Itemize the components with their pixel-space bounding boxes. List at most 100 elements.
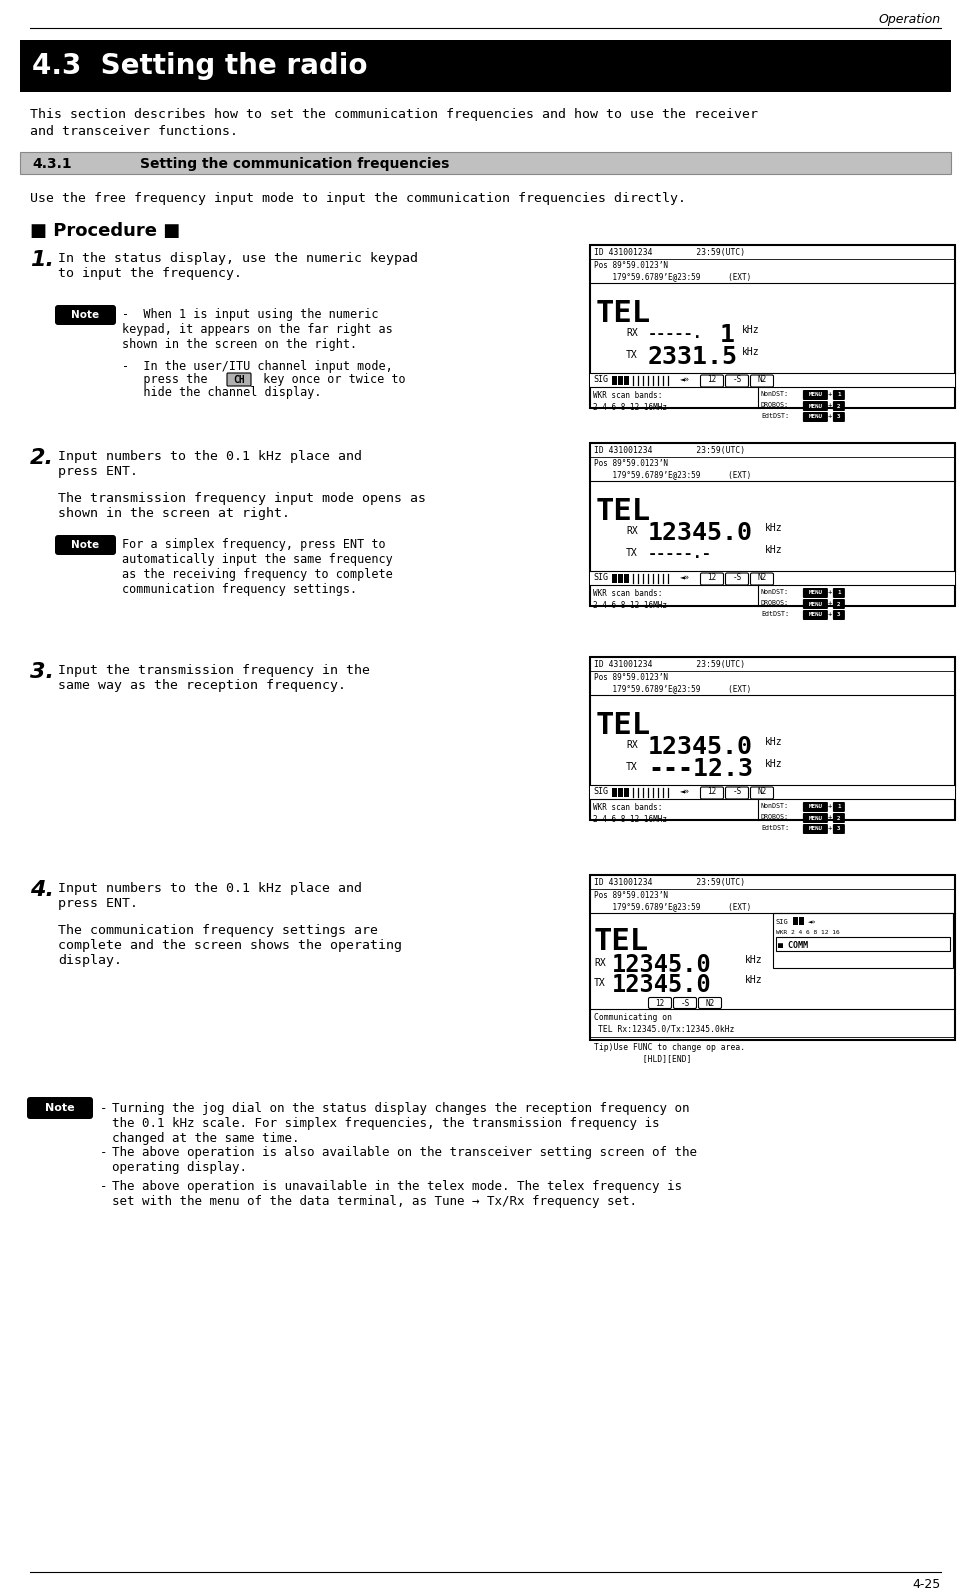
Text: -  In the user/ITU channel input mode,: - In the user/ITU channel input mode, — [122, 360, 392, 373]
Text: SIG: SIG — [593, 574, 608, 582]
FancyBboxPatch shape — [751, 375, 774, 388]
Text: 2 4 6 8 12 16MHz: 2 4 6 8 12 16MHz — [593, 600, 667, 609]
Bar — [590, 657, 955, 820]
FancyBboxPatch shape — [803, 391, 828, 400]
Text: ID 431001234         23:59(UTC): ID 431001234 23:59(UTC) — [594, 249, 745, 257]
Text: The above operation is unavailable in the telex mode. The telex frequency is
set: The above operation is unavailable in th… — [112, 1180, 682, 1207]
Text: +: + — [828, 825, 832, 831]
Text: MENU: MENU — [809, 601, 822, 606]
Text: 12345.0: 12345.0 — [612, 973, 712, 997]
Text: N2: N2 — [757, 788, 767, 796]
Text: kHz: kHz — [765, 545, 783, 555]
Bar — [20, 40, 951, 93]
Text: N2: N2 — [757, 574, 767, 582]
Text: N2: N2 — [705, 998, 715, 1008]
Text: ID 431001234         23:59(UTC): ID 431001234 23:59(UTC) — [594, 447, 745, 456]
Text: WKR scan bands:: WKR scan bands: — [593, 391, 662, 400]
Text: hide the channel display.: hide the channel display. — [122, 386, 321, 399]
Text: WKR 2 4 6 8 12 16: WKR 2 4 6 8 12 16 — [776, 930, 839, 936]
FancyBboxPatch shape — [55, 305, 116, 325]
Text: kHz: kHz — [765, 759, 783, 769]
Text: RX: RX — [626, 740, 638, 750]
Bar — [618, 574, 623, 584]
FancyBboxPatch shape — [803, 600, 828, 609]
Text: MENU: MENU — [809, 404, 822, 408]
Text: 4-25: 4-25 — [913, 1579, 941, 1592]
Text: Input the transmission frequency in the
same way as the reception frequency.: Input the transmission frequency in the … — [58, 664, 370, 692]
Text: +: + — [828, 391, 832, 397]
Text: 2: 2 — [837, 601, 841, 606]
Text: EdtDST:: EdtDST: — [761, 413, 788, 419]
Bar — [20, 152, 951, 174]
Text: 1: 1 — [837, 392, 841, 397]
Text: 3.: 3. — [30, 662, 54, 683]
Text: MENU: MENU — [809, 815, 822, 820]
Bar — [776, 936, 950, 951]
FancyBboxPatch shape — [803, 609, 828, 620]
Text: NonDST:: NonDST: — [761, 589, 788, 595]
Text: TX: TX — [626, 549, 638, 558]
Text: MENU: MENU — [809, 612, 822, 617]
FancyBboxPatch shape — [833, 813, 845, 823]
Text: 2: 2 — [837, 815, 841, 820]
Text: press the: press the — [122, 373, 208, 386]
Text: 12: 12 — [708, 788, 717, 796]
FancyBboxPatch shape — [803, 825, 828, 834]
Text: 12: 12 — [655, 998, 664, 1008]
Text: ID 431001234         23:59(UTC): ID 431001234 23:59(UTC) — [594, 660, 745, 670]
Text: Operation: Operation — [879, 13, 941, 27]
Bar — [612, 376, 617, 384]
Text: RX: RX — [626, 329, 638, 338]
Text: kHz: kHz — [765, 737, 783, 746]
FancyBboxPatch shape — [725, 375, 749, 388]
Text: This section describes how to set the communication frequencies and how to use t: This section describes how to set the co… — [30, 108, 758, 121]
Bar — [590, 373, 955, 388]
Text: 2: 2 — [837, 404, 841, 408]
Text: +: + — [828, 600, 832, 606]
Bar — [590, 785, 955, 799]
Text: +: + — [828, 813, 832, 820]
Text: Pos 89°59.0123’N: Pos 89°59.0123’N — [594, 458, 668, 467]
Text: Note: Note — [71, 309, 99, 321]
Bar — [612, 574, 617, 584]
FancyBboxPatch shape — [674, 997, 696, 1008]
FancyBboxPatch shape — [751, 786, 774, 799]
Text: 2331.5: 2331.5 — [648, 345, 738, 368]
Text: 1: 1 — [837, 804, 841, 810]
Text: MENU: MENU — [809, 392, 822, 397]
FancyBboxPatch shape — [698, 997, 721, 1008]
Text: 3: 3 — [837, 826, 841, 831]
Text: NonDST:: NonDST: — [761, 802, 788, 809]
Text: -: - — [100, 1145, 108, 1160]
Text: NonDST:: NonDST: — [761, 391, 788, 397]
Bar — [792, 917, 797, 925]
Text: 2 4 6 8 12 16MHz: 2 4 6 8 12 16MHz — [593, 402, 667, 412]
Text: TX: TX — [626, 762, 638, 772]
FancyBboxPatch shape — [55, 534, 116, 555]
Bar — [618, 376, 623, 384]
Text: TEL: TEL — [594, 927, 650, 955]
Text: -: - — [100, 1102, 108, 1115]
Bar — [624, 574, 629, 584]
Text: ◄»: ◄» — [808, 919, 816, 925]
Text: 1: 1 — [837, 590, 841, 595]
FancyBboxPatch shape — [833, 391, 845, 400]
Text: 2.: 2. — [30, 448, 54, 467]
Bar — [590, 876, 955, 1040]
Text: 12345.0: 12345.0 — [612, 952, 712, 978]
Text: Input numbers to the 0.1 kHz place and
press ENT.: Input numbers to the 0.1 kHz place and p… — [58, 882, 362, 911]
Text: 12: 12 — [708, 574, 717, 582]
FancyBboxPatch shape — [700, 375, 723, 388]
Text: 179°59.6789’E@23:59      (EXT): 179°59.6789’E@23:59 (EXT) — [594, 471, 752, 480]
Bar — [624, 376, 629, 384]
FancyBboxPatch shape — [700, 786, 723, 799]
Text: EdtDST:: EdtDST: — [761, 825, 788, 831]
Text: 1.: 1. — [30, 250, 54, 270]
Text: ---12.3: ---12.3 — [648, 758, 753, 782]
Text: Pos 89°59.0123’N: Pos 89°59.0123’N — [594, 260, 668, 270]
Text: RX: RX — [594, 959, 606, 968]
Text: +: + — [828, 413, 832, 419]
FancyBboxPatch shape — [725, 573, 749, 585]
Text: 179°59.6789’E@23:59      (EXT): 179°59.6789’E@23:59 (EXT) — [594, 684, 752, 694]
Text: MENU: MENU — [809, 804, 822, 810]
